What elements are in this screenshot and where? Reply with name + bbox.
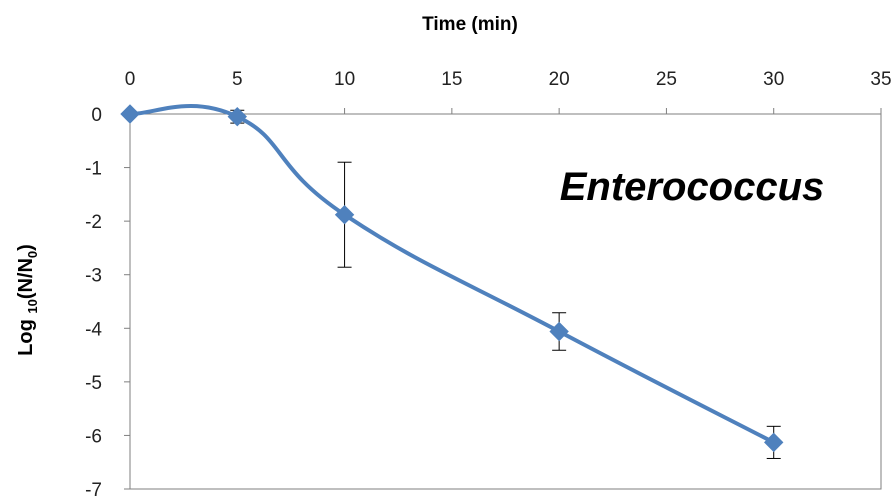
y-tick-label: -2 bbox=[85, 212, 102, 233]
plot-area bbox=[129, 113, 882, 490]
x-tick-label: 5 bbox=[232, 69, 243, 90]
x-tick-label: 20 bbox=[549, 69, 570, 90]
data-point-marker bbox=[549, 321, 569, 342]
data-point-marker bbox=[227, 106, 247, 127]
y-axis-title-close: ) bbox=[15, 244, 37, 251]
y-axis-title-subscript: 0 bbox=[25, 251, 40, 258]
x-tick-label: 0 bbox=[125, 69, 136, 90]
data-point-marker bbox=[764, 432, 784, 453]
y-axis-title: Log 10(N/N0) bbox=[15, 244, 40, 356]
y-tick-label: -7 bbox=[85, 480, 102, 498]
x-axis-title: Time (min) bbox=[422, 14, 518, 35]
series-line bbox=[128, 104, 776, 445]
x-tick-label: 25 bbox=[656, 69, 677, 90]
y-axis-title-quantity: (N/N bbox=[15, 258, 37, 299]
y-tick-label: -4 bbox=[85, 319, 102, 340]
x-axis-ticks: 0 5 10 15 20 25 30 35 bbox=[125, 69, 892, 114]
x-tick-label: 10 bbox=[334, 69, 355, 90]
y-axis-ticks: 0 -1 -2 -3 -4 -5 -6 -7 bbox=[85, 105, 130, 498]
y-tick-label: -1 bbox=[85, 159, 102, 180]
y-tick-label: -6 bbox=[85, 426, 102, 447]
x-tick-label: 35 bbox=[870, 69, 891, 90]
y-tick-label: -5 bbox=[85, 373, 102, 394]
y-tick-label: -3 bbox=[85, 266, 102, 287]
plot-border bbox=[129, 113, 882, 490]
organism-annotation: Enterococcus bbox=[560, 165, 825, 209]
series-line-layer bbox=[128, 104, 776, 445]
y-axis-title-base: 10 bbox=[25, 299, 40, 313]
y-tick-label: 0 bbox=[91, 105, 102, 126]
data-point-marker bbox=[334, 205, 355, 225]
x-tick-label: 15 bbox=[441, 69, 462, 90]
marker-layer bbox=[120, 104, 784, 453]
error-bar-layer bbox=[230, 109, 781, 459]
data-point-marker bbox=[120, 104, 140, 124]
x-tick-label: 30 bbox=[763, 69, 784, 90]
y-axis-title-prefix: Log bbox=[15, 314, 37, 356]
